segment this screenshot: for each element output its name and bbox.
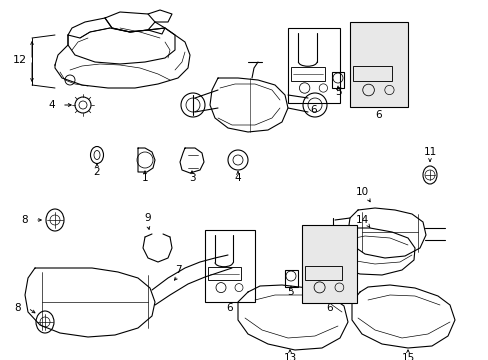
Bar	[287, 28, 339, 103]
Bar	[304, 266, 341, 280]
Text: 8: 8	[15, 303, 21, 313]
Text: 8: 8	[21, 215, 28, 225]
Text: 5: 5	[287, 287, 294, 297]
Text: 6: 6	[375, 110, 382, 120]
Text: 6: 6	[326, 303, 333, 313]
Text: 7: 7	[174, 265, 181, 275]
Text: 9: 9	[144, 213, 151, 223]
Text: 12: 12	[13, 55, 27, 65]
Text: 15: 15	[401, 353, 414, 360]
Text: 13: 13	[283, 353, 296, 360]
Text: 5: 5	[334, 87, 341, 97]
Text: 4: 4	[234, 173, 241, 183]
Bar	[349, 22, 407, 107]
Bar	[331, 72, 343, 88]
Bar	[207, 267, 241, 280]
Bar	[285, 270, 297, 287]
Text: 1: 1	[142, 173, 148, 183]
Text: 11: 11	[423, 147, 436, 157]
Bar	[204, 230, 254, 302]
Bar	[302, 225, 356, 303]
Bar	[352, 66, 391, 81]
Text: 10: 10	[355, 187, 368, 197]
Text: 14: 14	[355, 215, 368, 225]
Text: 4: 4	[49, 100, 55, 110]
Text: 6: 6	[310, 105, 317, 115]
Bar	[290, 67, 325, 81]
Text: 2: 2	[94, 167, 100, 177]
Text: 3: 3	[188, 173, 195, 183]
Text: 6: 6	[226, 303, 233, 313]
